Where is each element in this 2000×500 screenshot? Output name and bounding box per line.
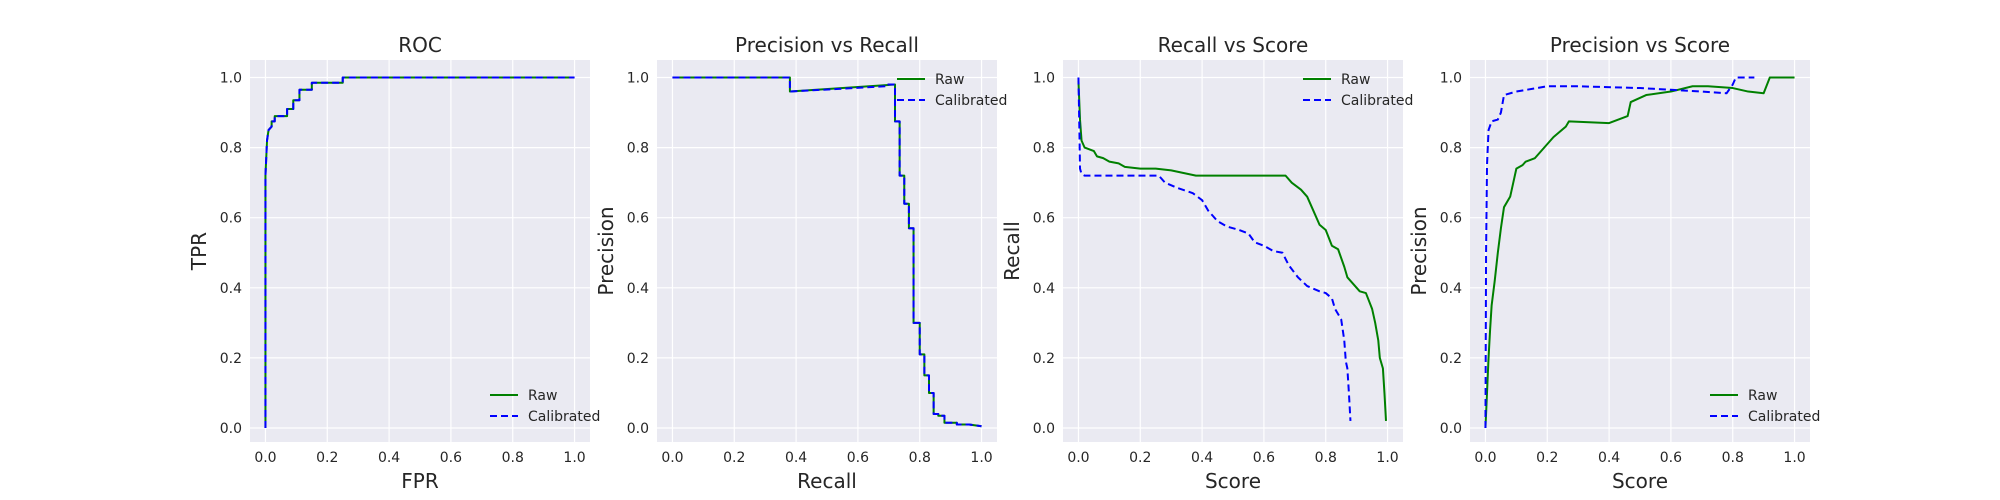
x-axis-title: FPR — [401, 469, 439, 493]
legend-label: Calibrated — [1341, 93, 1413, 109]
legend-label: Raw — [935, 72, 964, 88]
y-axis-title: Precision — [1407, 206, 1431, 295]
y-tick-label: 0.6 — [627, 211, 649, 227]
x-tick-label: 0.8 — [909, 450, 931, 466]
chart-title: Precision vs Score — [1550, 33, 1730, 57]
x-tick-label: 0.8 — [502, 450, 524, 466]
chart-panel-1: 0.0 0.2 0.4 0.6 0.8 1.0 0.0 0.2 0.4 0.6 0.8 1.0 ROC F… — [187, 33, 600, 493]
y-tick-label: 0.4 — [1440, 281, 1462, 297]
legend-label: Calibrated — [1748, 409, 1820, 425]
x-tick-label: 0.0 — [1067, 450, 1089, 466]
y-tick-label: 0.0 — [627, 421, 649, 437]
y-axis-title: Recall — [1000, 221, 1024, 281]
y-tick-label: 0.8 — [220, 141, 242, 157]
chart-title: Precision vs Recall — [735, 33, 919, 57]
series-line-raw — [1484, 76, 1795, 429]
series-group — [1484, 76, 1795, 429]
y-tick-label: 0.8 — [627, 141, 649, 157]
series-line-raw — [1077, 80, 1387, 422]
legend-label: Calibrated — [528, 409, 600, 425]
y-tick-label: 0.2 — [627, 351, 649, 367]
series-group — [264, 76, 575, 428]
y-tick-label: 0.2 — [1440, 351, 1462, 367]
legend-label: Raw — [528, 388, 557, 404]
y-tick-label: 0.2 — [1033, 351, 1055, 367]
y-tick-label: 1.0 — [627, 71, 649, 87]
y-tick-label: 0.8 — [1033, 141, 1055, 157]
plot-area — [1470, 60, 1810, 442]
y-tick-label: 0.0 — [220, 421, 242, 437]
x-tick-label: 0.6 — [440, 450, 462, 466]
x-tick-label: 0.2 — [723, 450, 745, 466]
legend: Raw Calibrated — [1710, 388, 1820, 425]
x-axis-title: Score — [1205, 469, 1261, 493]
legend: Raw Calibrated — [897, 72, 1007, 109]
y-tick-label: 0.6 — [1033, 211, 1055, 227]
x-tick-label: 0.2 — [1536, 450, 1558, 466]
x-tick-label: 0.4 — [378, 450, 400, 466]
x-axis: 0.0 0.2 0.4 0.6 0.8 1.0 — [254, 60, 586, 466]
x-tick-label: 0.4 — [1598, 450, 1620, 466]
y-tick-label: 0.6 — [220, 211, 242, 227]
chart-title: ROC — [398, 33, 442, 57]
y-tick-label: 0.2 — [220, 351, 242, 367]
x-tick-label: 0.2 — [1129, 450, 1151, 466]
y-tick-label: 0.4 — [1033, 281, 1055, 297]
x-tick-label: 0.0 — [1474, 450, 1496, 466]
x-tick-label: 0.8 — [1315, 450, 1337, 466]
y-tick-label: 0.8 — [1440, 141, 1462, 157]
plot-area — [250, 60, 590, 442]
x-tick-label: 1.0 — [1783, 450, 1805, 466]
x-tick-label: 1.0 — [563, 450, 585, 466]
plot-area — [1063, 60, 1403, 442]
x-axis-title: Score — [1612, 469, 1668, 493]
y-tick-label: 0.4 — [220, 281, 242, 297]
x-tick-label: 0.6 — [847, 450, 869, 466]
x-tick-label: 1.0 — [1376, 450, 1398, 466]
legend-label: Raw — [1748, 388, 1777, 404]
series-line-calibrated — [1484, 76, 1755, 428]
y-tick-label: 1.0 — [1033, 71, 1055, 87]
y-axis-title: TPR — [187, 232, 211, 271]
y-axis: 0.0 0.2 0.4 0.6 0.8 1.0 — [627, 71, 997, 437]
y-tick-label: 0.0 — [1440, 421, 1462, 437]
chart-title: Recall vs Score — [1158, 33, 1309, 57]
x-tick-label: 0.2 — [316, 450, 338, 466]
x-tick-label: 1.0 — [970, 450, 992, 466]
x-tick-label: 0.6 — [1253, 450, 1275, 466]
series-line-calibrated — [1077, 77, 1352, 422]
series-group — [1077, 77, 1387, 422]
y-tick-label: 0.4 — [627, 281, 649, 297]
x-axis-title: Recall — [797, 469, 857, 493]
y-tick-label: 1.0 — [220, 71, 242, 87]
x-tick-label: 0.8 — [1722, 450, 1744, 466]
x-axis: 0.0 0.2 0.4 0.6 0.8 1.0 — [661, 60, 993, 466]
chart-panel-2: 0.0 0.2 0.4 0.6 0.8 1.0 0.0 0.2 0.4 0.6 0.8 1.0 Prec… — [594, 33, 1007, 493]
legend-label: Raw — [1341, 72, 1370, 88]
x-tick-label: 0.4 — [1191, 450, 1213, 466]
legend: Raw Calibrated — [490, 388, 600, 425]
y-tick-label: 0.6 — [1440, 211, 1462, 227]
x-tick-label: 0.0 — [661, 450, 683, 466]
chart-panel-4: 0.0 0.2 0.4 0.6 0.8 1.0 0.0 0.2 0.4 0.6 0.8 1.0 Prec… — [1407, 33, 1820, 493]
series-line-calibrated — [264, 76, 575, 428]
legend: Raw Calibrated — [1303, 72, 1413, 109]
x-tick-label: 0.0 — [254, 450, 276, 466]
x-tick-label: 0.6 — [1660, 450, 1682, 466]
y-axis-title: Precision — [594, 206, 618, 295]
y-tick-label: 1.0 — [1440, 71, 1462, 87]
y-tick-label: 0.0 — [1033, 421, 1055, 437]
x-tick-label: 0.4 — [785, 450, 807, 466]
x-axis: 0.0 0.2 0.4 0.6 0.8 1.0 — [1067, 60, 1399, 466]
plot-area — [657, 60, 997, 442]
series-group — [672, 76, 982, 428]
chart-panel-3: 0.0 0.2 0.4 0.6 0.8 1.0 0.0 0.2 0.4 0.6 0.8 1.0 Reca… — [1000, 33, 1413, 493]
series-line-calibrated — [672, 76, 982, 428]
legend-label: Calibrated — [935, 93, 1007, 109]
